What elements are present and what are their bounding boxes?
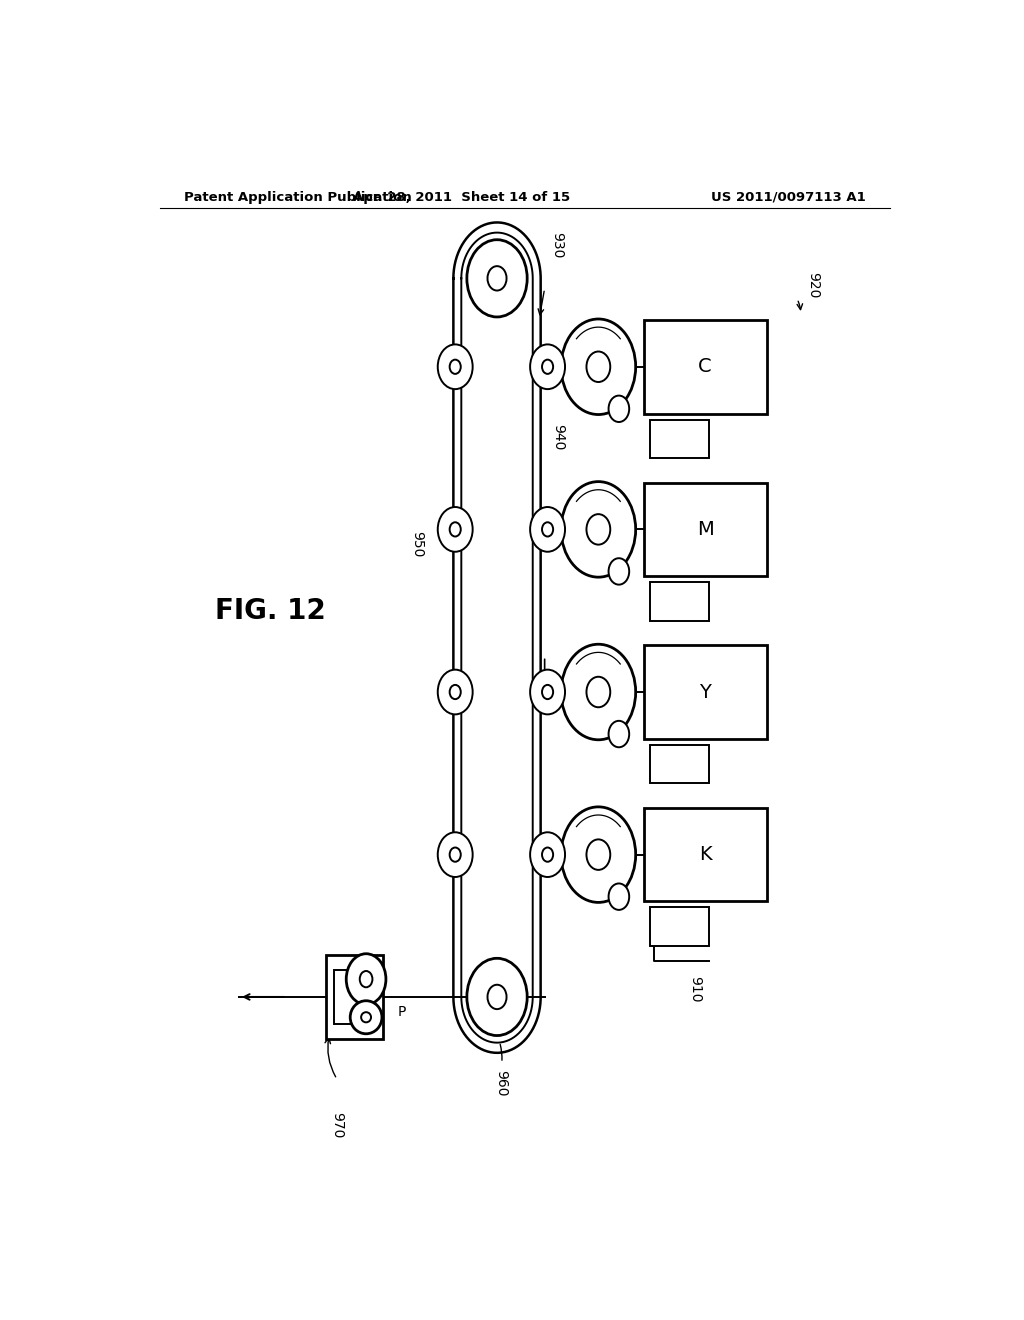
Text: 930: 930 [550,231,564,257]
Circle shape [542,523,553,536]
Circle shape [467,240,527,317]
Text: M: M [696,520,714,539]
Circle shape [542,847,553,862]
Circle shape [437,345,473,389]
Circle shape [587,677,610,708]
Circle shape [530,507,565,552]
Circle shape [542,359,553,374]
Text: 960: 960 [494,1071,508,1097]
Text: K: K [698,845,712,865]
Circle shape [437,507,473,552]
Bar [326,956,383,1039]
Circle shape [587,840,610,870]
Circle shape [450,847,461,862]
Circle shape [561,644,636,739]
Ellipse shape [350,1001,382,1034]
Bar [334,970,375,1024]
Circle shape [437,833,473,876]
Text: Patent Application Publication: Patent Application Publication [183,191,412,203]
Circle shape [542,685,553,700]
Circle shape [450,685,461,700]
Text: 950: 950 [410,532,424,558]
Bar [644,645,767,739]
Bar [644,808,767,902]
Bar [644,483,767,576]
Circle shape [487,985,507,1008]
Circle shape [608,721,629,747]
Circle shape [467,958,527,1036]
Circle shape [437,669,473,714]
Circle shape [561,319,636,414]
Circle shape [587,351,610,381]
Circle shape [587,515,610,545]
Circle shape [450,359,461,374]
Bar [650,744,710,784]
Bar [650,582,710,620]
Text: Apr. 28, 2011  Sheet 14 of 15: Apr. 28, 2011 Sheet 14 of 15 [352,191,570,203]
Circle shape [450,523,461,536]
Text: FIG. 12: FIG. 12 [215,597,326,624]
Circle shape [608,883,629,909]
Text: US 2011/0097113 A1: US 2011/0097113 A1 [712,191,866,203]
Text: P: P [397,1005,407,1019]
Bar [650,420,710,458]
Circle shape [530,833,565,876]
Text: 940: 940 [551,424,565,450]
Circle shape [608,396,629,422]
Circle shape [530,345,565,389]
Circle shape [346,954,386,1005]
Text: 970: 970 [330,1111,344,1138]
Bar [650,907,710,946]
Circle shape [608,558,629,585]
Text: 910: 910 [688,975,701,1002]
Bar [644,319,767,413]
Circle shape [530,669,565,714]
Circle shape [561,807,636,903]
Text: Y: Y [699,682,711,701]
Circle shape [561,482,636,577]
Text: C: C [698,358,712,376]
Circle shape [359,972,373,987]
Text: 920: 920 [807,272,820,298]
Ellipse shape [361,1012,371,1022]
Circle shape [487,267,507,290]
